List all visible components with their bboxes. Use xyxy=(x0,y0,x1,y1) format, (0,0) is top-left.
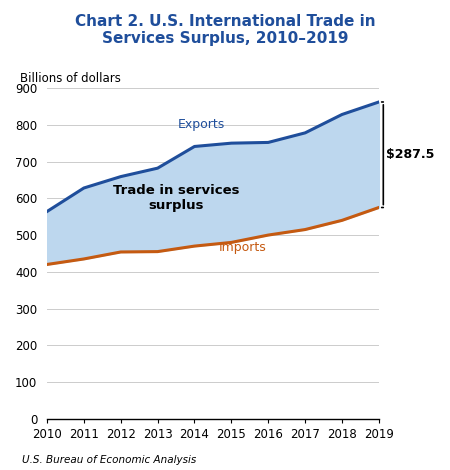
Text: Exports: Exports xyxy=(178,118,225,132)
Text: Trade in services
surplus: Trade in services surplus xyxy=(113,184,239,212)
Text: $287.5: $287.5 xyxy=(386,148,435,161)
Text: Imports: Imports xyxy=(219,241,266,253)
Text: Billions of dollars: Billions of dollars xyxy=(20,72,122,85)
Text: U.S. Bureau of Economic Analysis: U.S. Bureau of Economic Analysis xyxy=(22,455,197,465)
Text: Chart 2. U.S. International Trade in
Services Surplus, 2010–2019: Chart 2. U.S. International Trade in Ser… xyxy=(75,14,375,47)
